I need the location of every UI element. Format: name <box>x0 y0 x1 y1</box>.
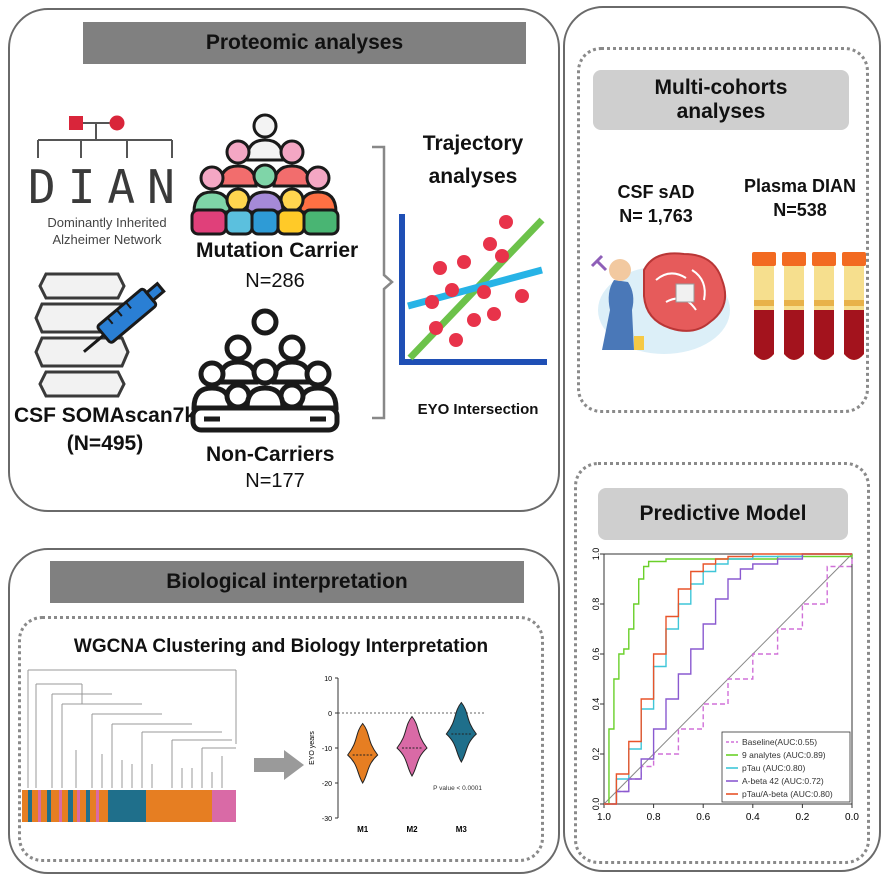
dian-logo-text: DIAN <box>28 160 187 214</box>
roc-legend-label-1: 9 analytes (AUC:0.89) <box>742 750 826 760</box>
roc-series-line-3 <box>604 553 852 805</box>
brain-icon <box>590 252 730 354</box>
violin-y-tick-label: -30 <box>322 816 332 823</box>
csf-sad-label: CSF sAD <box>617 182 695 202</box>
trajectory-title-line1: Trajectory <box>422 132 524 155</box>
roc-legend-label-4: pTau/A-beta (AUC:0.80) <box>742 789 833 799</box>
multicohort-box <box>577 47 869 413</box>
wgcna-box <box>18 616 544 862</box>
roc-series-line-2 <box>604 553 852 805</box>
csf-sad-n: N= 1,763 <box>619 206 693 226</box>
roc-chart: 0.0 0.2 0.4 0.6 0.8 1.0 1.0 0.8 0.6 0.4 0.2 0.0 Base… <box>591 548 859 823</box>
violin-x-label: M2 <box>406 825 418 834</box>
multicohort-title-line1: Multi-cohorts <box>654 76 788 99</box>
violin-pvalue: P value < 0.0001 <box>433 785 482 792</box>
pedigree-icon <box>37 115 173 158</box>
violin-chart: 10 0 -10 -20 -30 EYO years M1 M2 M3 P value < 0.0… <box>309 676 486 834</box>
csf-somascan-n: (N=495) <box>66 432 144 455</box>
roc-series-line-4 <box>604 553 852 805</box>
violin-y-label: EYO years <box>309 731 316 765</box>
wgcna-subtitle: WGCNA Clustering and Biology Interpretat… <box>73 636 489 657</box>
csf-somascan-label: CSF SOMAscan7k <box>13 404 197 427</box>
mutation-carrier-label: Mutation Carrier <box>196 239 359 262</box>
violin-x-label: M3 <box>456 825 468 834</box>
dendrogram-icon <box>22 669 237 822</box>
roc-x-tick-label: 0.6 <box>696 812 710 823</box>
plasma-dian-n: N=538 <box>773 200 827 220</box>
eyo-intersection-label: EYO Intersection <box>417 401 539 418</box>
violin-shape-M1 <box>346 722 379 784</box>
predictive-title: Predictive Model <box>598 488 848 540</box>
multicohort-title-line2: analyses <box>676 100 766 123</box>
roc-x-tick-label: 0.2 <box>795 812 809 823</box>
arrow-right-icon <box>254 750 304 780</box>
violin-y-tick-label: 10 <box>324 676 332 683</box>
violin-y-tick-label: -10 <box>322 746 332 753</box>
mutation-carrier-n: N=286 <box>245 270 305 292</box>
roc-x-tick-label: 0.0 <box>845 812 859 823</box>
dian-full-name-line2: Alzheimer Network <box>52 232 162 247</box>
roc-y-tick-label: 1.0 <box>591 548 601 561</box>
dian-full-name-line1: Dominantly Inherited <box>47 215 167 230</box>
plasma-dian-label: Plasma DIAN <box>743 176 857 196</box>
violin-y-tick-label: -20 <box>322 781 332 788</box>
roc-x-tick-label: 0.4 <box>746 812 760 823</box>
roc-y-tick-label: 0.8 <box>591 598 601 611</box>
roc-legend-box <box>721 731 851 803</box>
blood-tubes-icon <box>752 252 866 360</box>
roc-y-tick-label: 0.4 <box>591 698 601 711</box>
proteomic-title: Proteomic analyses <box>83 22 526 64</box>
non-carriers-n: N=177 <box>245 470 305 492</box>
grouping-bracket <box>372 145 394 420</box>
trajectory-title-line2: analyses <box>428 165 518 188</box>
roc-x-tick-label: 0.8 <box>647 812 661 823</box>
people-group-outline-icon <box>190 308 340 433</box>
non-carriers-label: Non-Carriers <box>206 443 335 466</box>
people-group-color-icon <box>190 113 340 236</box>
spine-syringe-icon <box>34 272 166 398</box>
predictive-box <box>574 462 870 864</box>
roc-y-tick-label: 0.2 <box>591 748 601 761</box>
trajectory-plot-icon <box>399 214 547 365</box>
biological-title: Biological interpretation <box>50 561 524 603</box>
violin-x-label: M1 <box>357 825 369 834</box>
roc-legend-label-2: pTau (AUC:0.80) <box>742 763 805 773</box>
violin-y-tick-label: 0 <box>328 711 332 718</box>
violin-shape-M3 <box>445 701 478 763</box>
roc-legend-label-3: A-beta 42 (AUC:0.72) <box>742 776 824 786</box>
roc-y-tick-label: 0.6 <box>591 648 601 661</box>
roc-legend-label-0: Baseline(AUC:0.55) <box>742 737 817 747</box>
violin-shape-M2 <box>396 715 428 777</box>
multicohort-title: Multi-cohorts analyses <box>593 70 849 130</box>
roc-y-tick-label: 0.0 <box>591 798 601 811</box>
roc-series-line-1 <box>604 554 853 805</box>
roc-x-tick-label: 1.0 <box>597 812 611 823</box>
